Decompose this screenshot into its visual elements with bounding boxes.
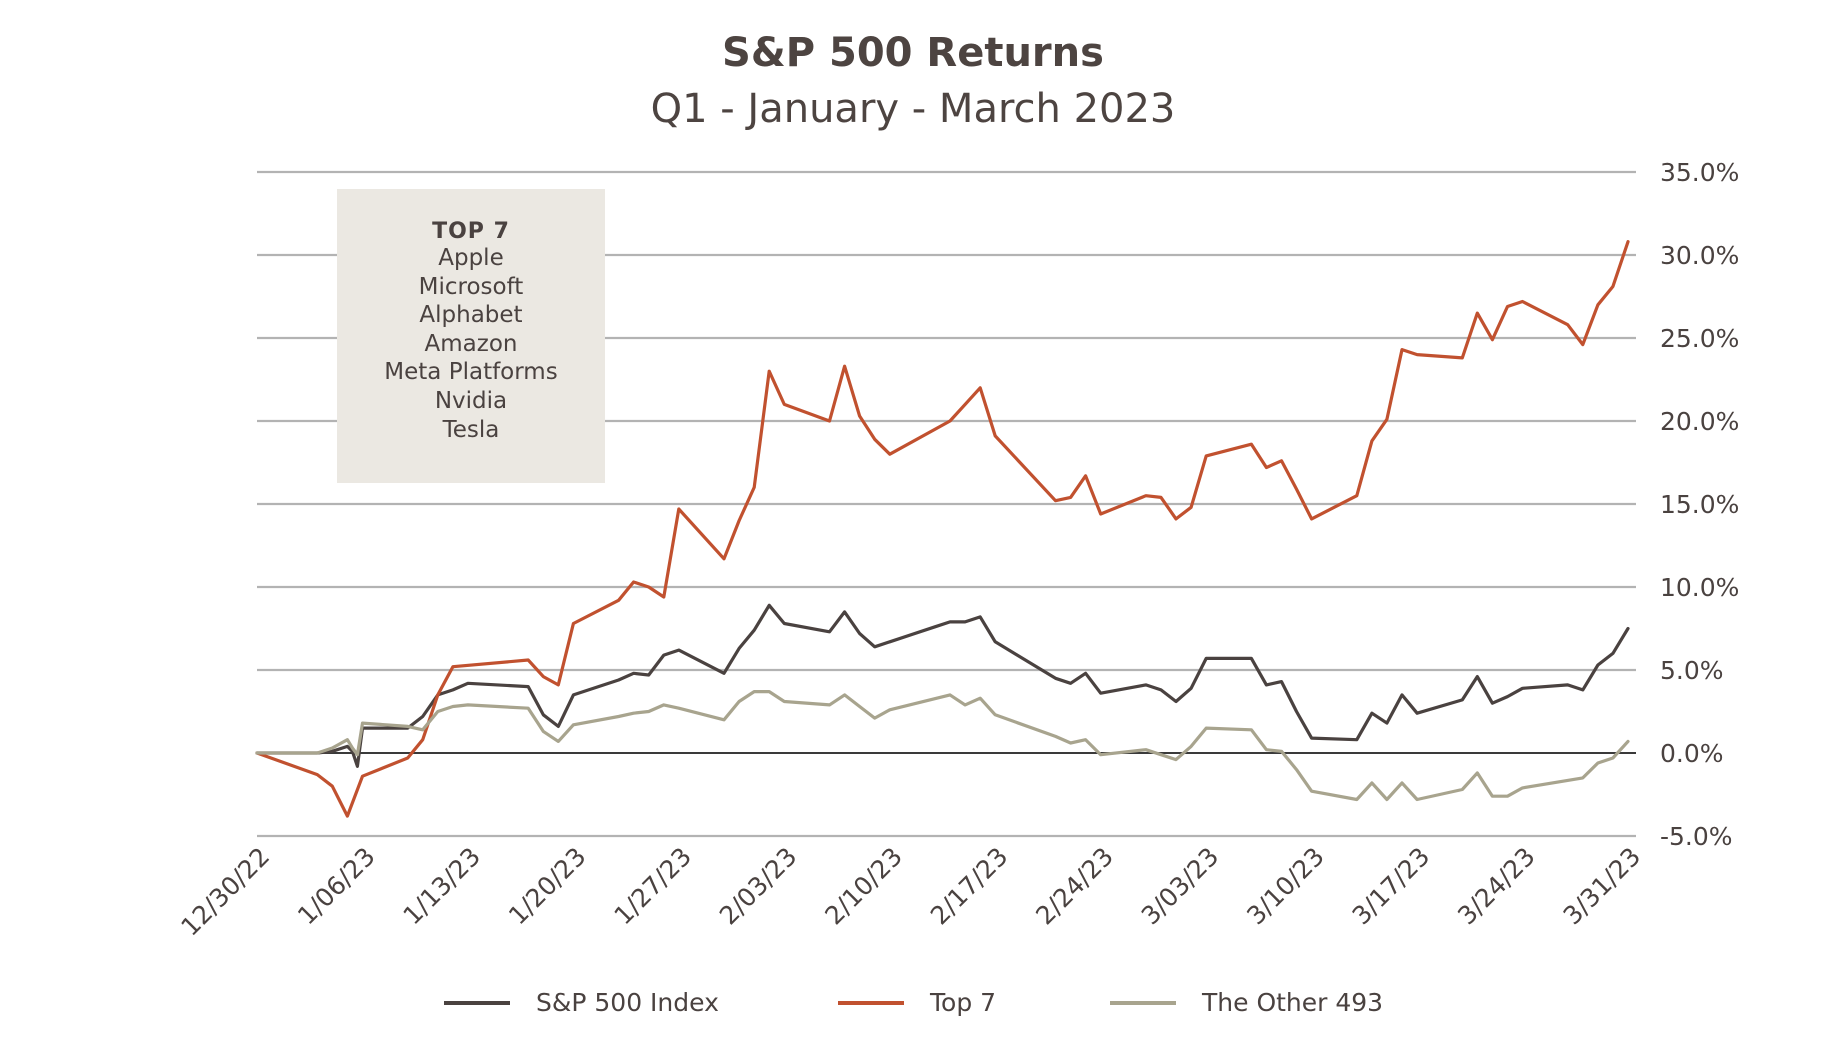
chart-title: S&P 500 Returns (722, 30, 1104, 76)
legend-swatch-top7 (838, 1000, 904, 1005)
x-tick-label: 3/31/23 (1558, 842, 1647, 931)
y-tick-label: 0.0% (1660, 739, 1724, 768)
x-tick-label: 2/24/23 (1030, 842, 1119, 931)
legend-label-other493: The Other 493 (1202, 988, 1384, 1017)
x-tick-label: 1/20/23 (503, 842, 592, 931)
x-tick-label: 12/30/22 (175, 842, 275, 942)
series-lines (255, 240, 1630, 818)
legend-label-top7: Top 7 (930, 988, 997, 1017)
y-tick-label: 35.0% (1660, 158, 1739, 187)
x-tick-label: 2/10/23 (819, 842, 908, 931)
y-tick-label: 20.0% (1660, 407, 1739, 436)
x-tick-label: 3/10/23 (1241, 842, 1330, 931)
x-tick-label: 2/03/23 (714, 842, 803, 931)
y-tick-label: 30.0% (1660, 241, 1739, 270)
x-tick-label: 1/27/23 (608, 842, 697, 931)
y-tick-label: 15.0% (1660, 490, 1739, 519)
company-name: Nvidia (434, 387, 508, 414)
series-line-top7 (255, 240, 1630, 818)
line-chart: -5.0% 0.0% 5.0% 10.0% 15.0% 20.0% 25.0% 30.0% 35… (175, 158, 1739, 942)
y-tick-label: 10.0% (1660, 573, 1739, 602)
legend-label-sp500: S&P 500 Index (536, 988, 719, 1017)
x-tick-label: 3/17/23 (1347, 842, 1436, 931)
legend-swatch-other493 (1110, 1000, 1176, 1005)
legend-item-top7: Top 7 (838, 988, 996, 1017)
x-axis-labels: 12/30/22 1/06/23 1/13/23 1/20/23 1/27/23 2/03… (175, 842, 1646, 942)
company-name: Meta Platforms (384, 359, 558, 386)
y-tick-label: 5.0% (1660, 656, 1724, 685)
y-tick-label: 25.0% (1660, 324, 1739, 353)
legend-item-sp500: S&P 500 Index (444, 988, 719, 1017)
legend-item-other493: The Other 493 (1110, 988, 1383, 1017)
legend: S&P 500 Index Top 7 The Other 493 (0, 988, 1826, 1028)
y-axis-labels: -5.0% 0.0% 5.0% 10.0% 15.0% 20.0% 25.0% 30.0% 35… (1660, 158, 1739, 851)
series-line-other493 (255, 689, 1630, 802)
top7-box-heading: TOP 7 (432, 219, 510, 244)
top7-info-box: TOP 7 Apple Microsoft Alphabet Amazon Me… (337, 189, 605, 483)
x-tick-label: 2/17/23 (925, 842, 1014, 931)
series-line-sp500 (255, 603, 1630, 768)
company-name: Alphabet (419, 302, 523, 329)
x-tick-label: 1/13/23 (398, 842, 487, 931)
company-name: Apple (438, 245, 504, 271)
x-tick-label: 3/03/23 (1136, 842, 1225, 931)
x-tick-label: 1/06/23 (292, 842, 381, 931)
y-tick-label: -5.0% (1660, 822, 1733, 851)
company-name: Tesla (442, 416, 500, 443)
company-name: Microsoft (418, 273, 524, 300)
company-name: Amazon (424, 330, 518, 357)
legend-swatch-sp500 (444, 1000, 510, 1005)
x-tick-label: 3/24/23 (1452, 842, 1541, 931)
chart-subtitle: Q1 - January - March 2023 (650, 86, 1176, 132)
